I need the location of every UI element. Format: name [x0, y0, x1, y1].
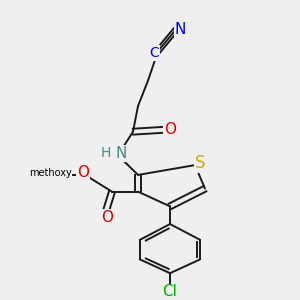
Text: H: H: [101, 146, 111, 160]
Text: O: O: [164, 122, 176, 137]
Text: methoxy: methoxy: [28, 168, 71, 178]
Text: O: O: [77, 166, 89, 181]
Text: O: O: [101, 210, 113, 225]
Text: S: S: [195, 154, 205, 172]
Text: N: N: [115, 146, 127, 161]
Text: Cl: Cl: [163, 284, 177, 299]
Text: N: N: [174, 22, 186, 37]
Text: C: C: [149, 46, 159, 60]
